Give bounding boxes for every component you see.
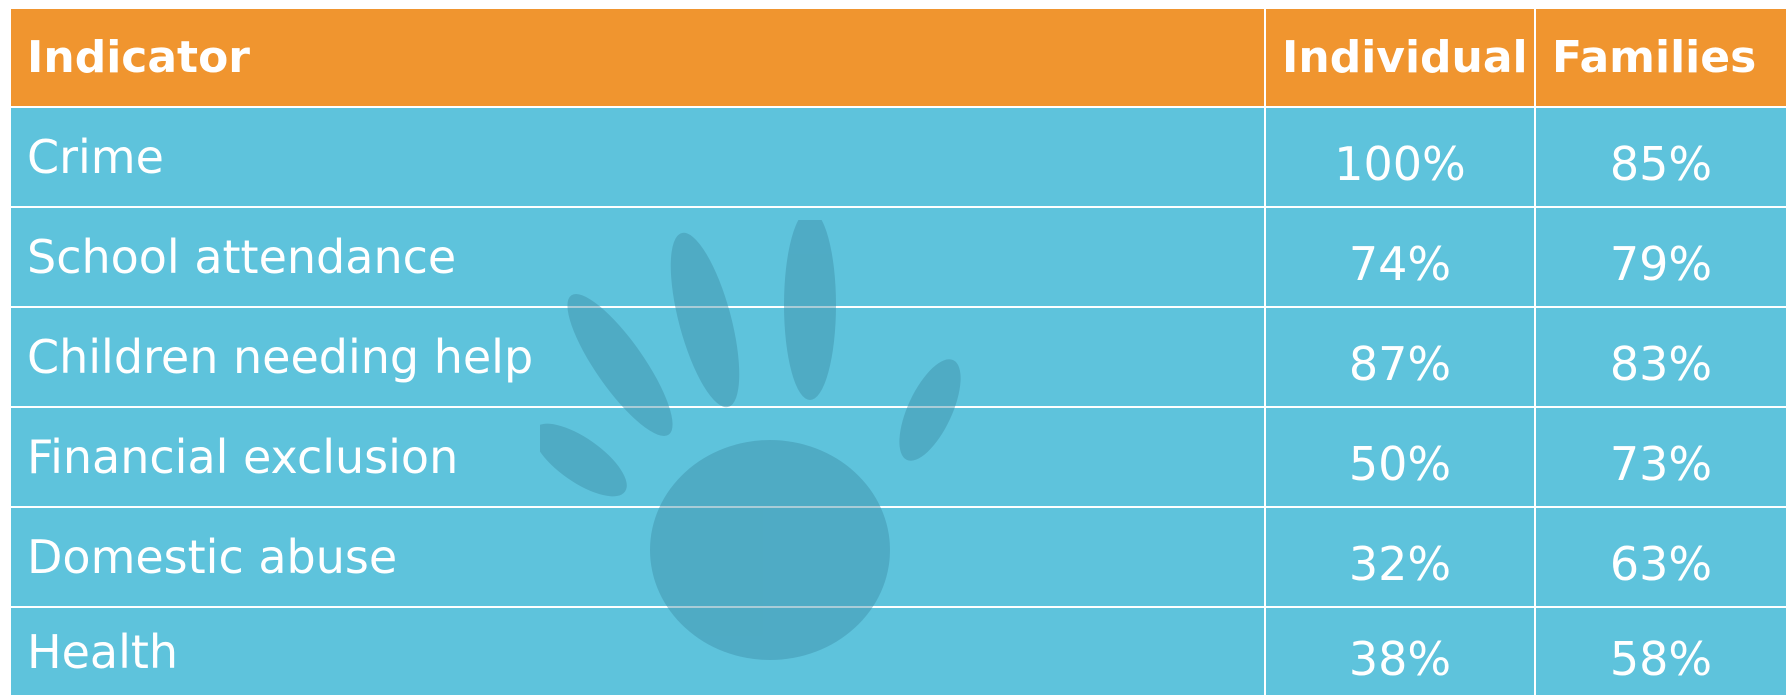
value-cell: 50% <box>1266 408 1534 506</box>
value-cell: 38% <box>1266 608 1534 695</box>
header-cell: Individual <box>1266 9 1534 106</box>
value-cell: 83% <box>1536 308 1786 406</box>
value-cell: 74% <box>1266 208 1534 306</box>
row-label: Crime <box>11 108 1264 206</box>
header-cell: Indicator <box>11 9 1264 106</box>
value-cell: 58% <box>1536 608 1786 695</box>
row-label: Children needing help <box>11 308 1264 406</box>
value-cell: 73% <box>1536 408 1786 506</box>
header-cell: Families <box>1536 9 1786 106</box>
value-cell: 79% <box>1536 208 1786 306</box>
row-label: Health <box>11 608 1264 695</box>
row-label: School attendance <box>11 208 1264 306</box>
value-cell: 63% <box>1536 508 1786 606</box>
value-cell: 85% <box>1536 108 1786 206</box>
row-label: Domestic abuse <box>11 508 1264 606</box>
value-cell: 100% <box>1266 108 1534 206</box>
value-cell: 87% <box>1266 308 1534 406</box>
row-label: Financial exclusion <box>11 408 1264 506</box>
value-cell: 32% <box>1266 508 1534 606</box>
